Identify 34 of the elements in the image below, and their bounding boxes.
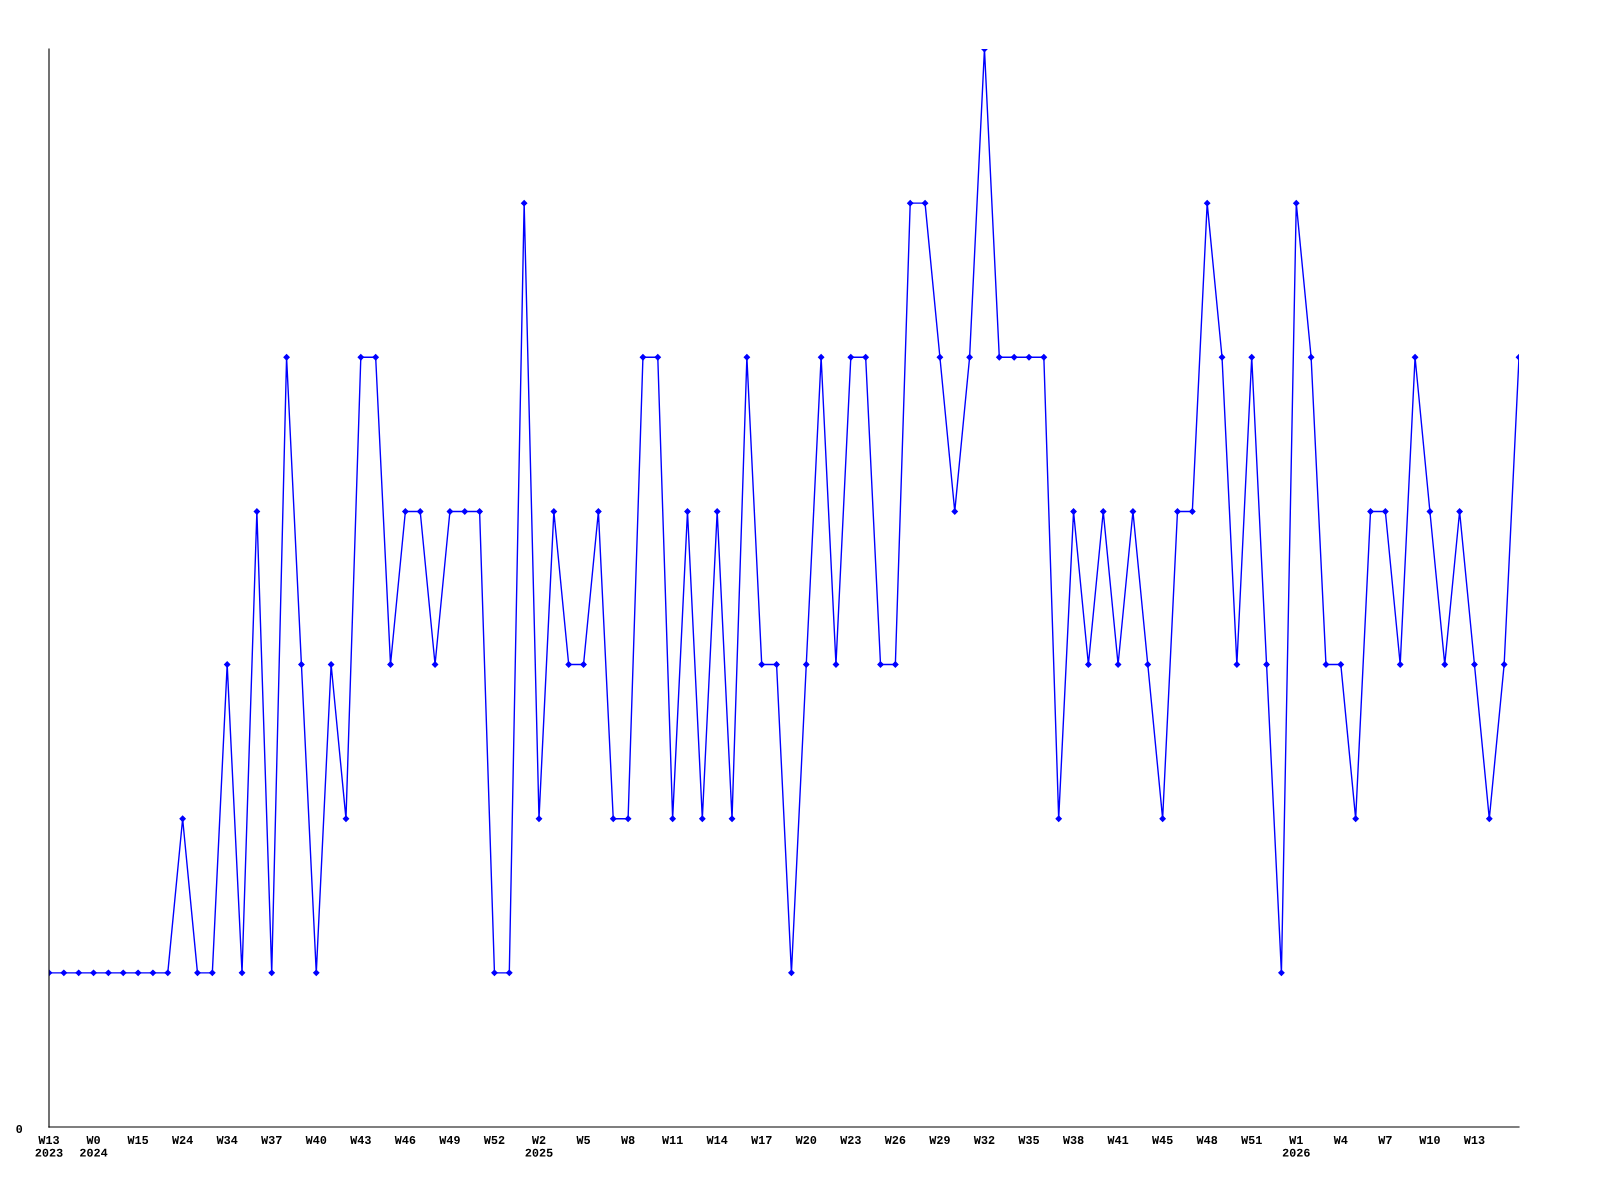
x-tick-label: W24	[172, 1135, 193, 1144]
x-tick-label: W1 2026	[1282, 1136, 1310, 1157]
x-tick-label: W45	[1152, 1136, 1173, 1144]
x-tick-label: W52	[483, 1135, 505, 1144]
x-tick-label: W0 2024	[80, 1135, 108, 1157]
x-tick-label: W15	[127, 1136, 149, 1144]
x-tick-label: W26	[884, 1135, 906, 1144]
x-tick-label: W46	[394, 1135, 416, 1144]
x-tick-label: W14	[706, 1136, 728, 1144]
x-tick-label: W11	[662, 1136, 683, 1144]
x-tick-label: W7	[1378, 1136, 1392, 1144]
x-tick-label: W13 2023	[35, 1135, 63, 1157]
text: 0	[16, 1124, 23, 1133]
x-tick-label: W20	[795, 1135, 817, 1144]
x-tick-label: W48	[1196, 1135, 1218, 1144]
x-tick-label: W35	[1018, 1135, 1040, 1145]
x-tick-label: W29	[929, 1135, 950, 1144]
x-tick-label: W17	[751, 1136, 772, 1144]
x-tick-label: W37	[261, 1135, 282, 1145]
x-tick-label: W8	[621, 1135, 635, 1144]
x-tick-label: W41	[1107, 1136, 1129, 1144]
x-tick-label: W4	[1333, 1136, 1348, 1144]
x-tick-label: W51	[1241, 1136, 1262, 1144]
x-tick-label: W13	[1463, 1135, 1485, 1145]
x-tick-label: W2 2025	[525, 1135, 553, 1157]
x-tick-label: W40	[305, 1135, 327, 1144]
x-tick-label: W32	[973, 1135, 995, 1145]
x-tick-label: W5	[576, 1136, 591, 1144]
x-tick-label: W49	[439, 1135, 460, 1144]
x-tick-label: W43	[350, 1135, 371, 1145]
x-tick-label: W38	[1062, 1135, 1084, 1145]
x-tick-label: W10	[1419, 1135, 1440, 1144]
x-tick-label: W34	[216, 1135, 238, 1145]
x-tick-label: W23	[840, 1135, 861, 1145]
